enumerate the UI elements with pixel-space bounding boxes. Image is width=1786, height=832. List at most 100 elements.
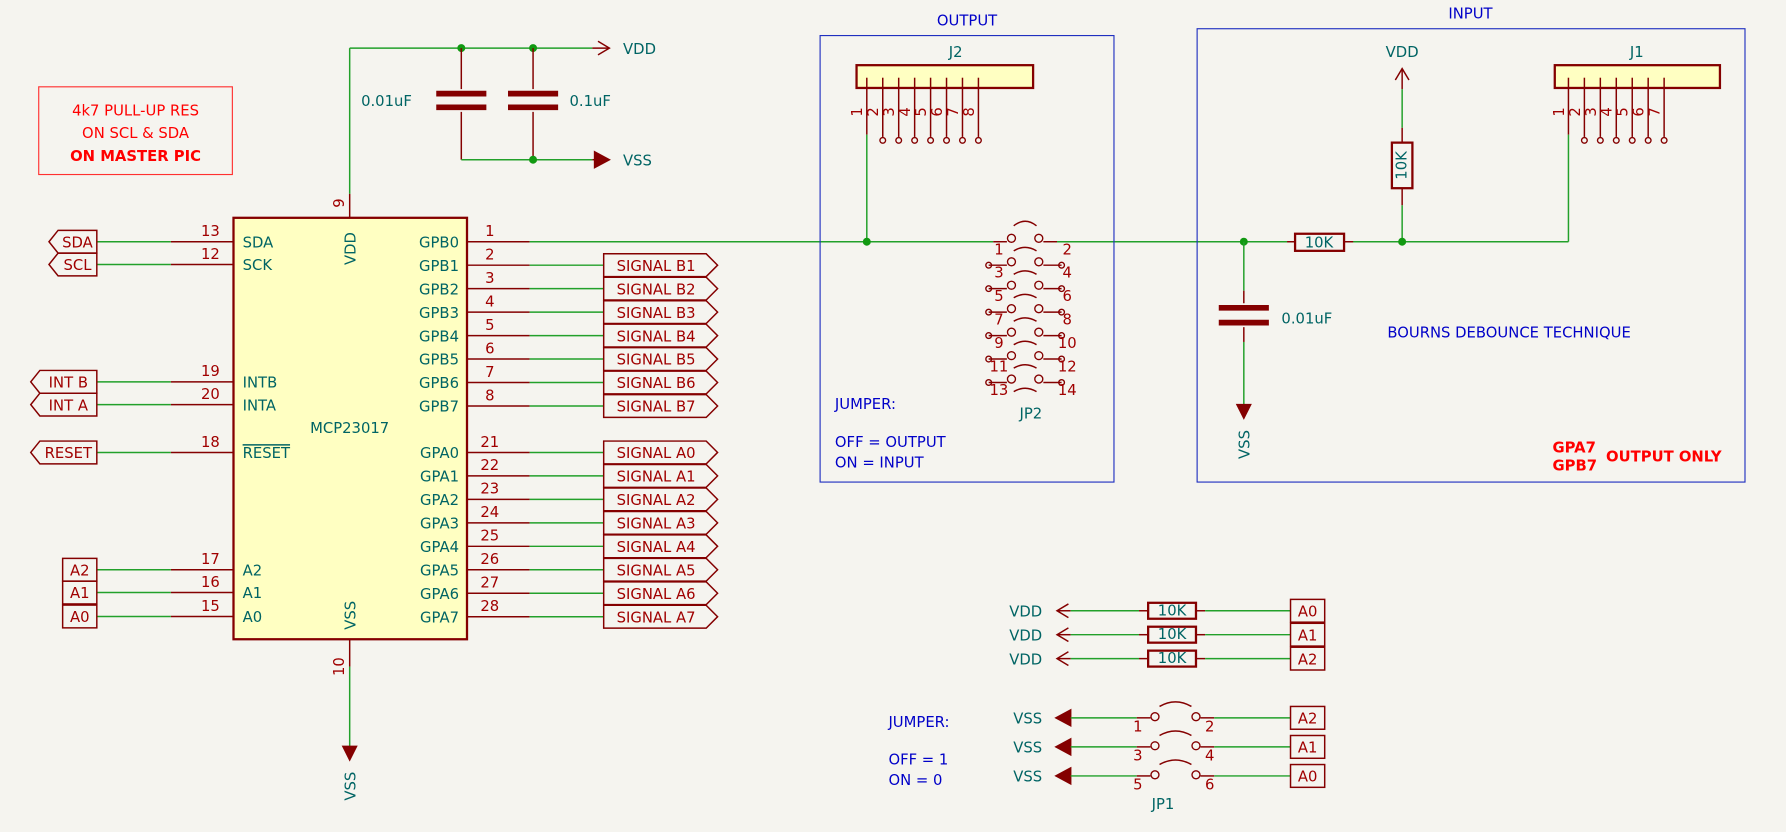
- pin-name: INTA: [243, 397, 276, 414]
- pin-circle: [1150, 741, 1160, 751]
- jumper-pin-number: 14: [1058, 382, 1077, 399]
- jumper-pin-number: 5: [994, 288, 1003, 305]
- signal-label: [602, 534, 719, 559]
- pin-circle: [985, 308, 993, 316]
- connector-pin-number: 6: [929, 107, 946, 116]
- jumper-bridge: [1013, 317, 1037, 322]
- jumper-bridge: [1159, 730, 1192, 737]
- power-label-vss: VSS: [623, 152, 652, 169]
- pin-circle: [1006, 304, 1017, 314]
- jumper-note: ON = 0: [888, 772, 942, 789]
- hierarchical-label-text: A0: [1298, 603, 1318, 620]
- signal-label-text: SIGNAL A5: [617, 562, 696, 579]
- pin-number: 4: [485, 293, 494, 310]
- hierarchical-label: [1289, 646, 1326, 671]
- pin-number: 27: [480, 575, 499, 592]
- junction-dot: [1398, 237, 1407, 246]
- pin-number: 18: [201, 434, 220, 451]
- signal-label-text: SIGNAL A4: [617, 539, 696, 556]
- pin-number: 25: [480, 528, 499, 545]
- pin-number: 6: [485, 340, 494, 357]
- connector-pin-number: 5: [1615, 107, 1632, 116]
- signal-label: [602, 487, 719, 512]
- signal-label: [602, 393, 719, 419]
- pin-circle: [1034, 374, 1044, 384]
- pin-number: 20: [201, 386, 220, 403]
- pin-circle: [1660, 136, 1668, 144]
- jumper-pin-number: 2: [1063, 241, 1072, 258]
- pin-name: A2: [243, 562, 263, 579]
- global-label-text: INT A: [49, 397, 88, 414]
- pin-name: GPB2: [419, 281, 459, 298]
- signal-label: [602, 346, 719, 372]
- section-title: INPUT: [1448, 5, 1493, 22]
- pin-circle: [1058, 261, 1066, 269]
- pin-number: 26: [480, 551, 499, 568]
- jumper-note: JUMPER:: [887, 714, 949, 731]
- pin-circle: [1006, 233, 1017, 243]
- connector-pin-number: 2: [1567, 107, 1584, 116]
- hierarchical-label-text: A1: [70, 585, 90, 602]
- pin-name: SCK: [243, 257, 274, 274]
- pin-number: 19: [201, 363, 220, 380]
- pin-name: GPA3: [420, 516, 459, 533]
- jumper-pin-number: 12: [1058, 359, 1077, 376]
- capacitor-value: 0.1uF: [570, 93, 611, 110]
- hierarchical-label: [1289, 622, 1326, 647]
- pin-name: GPB3: [419, 305, 459, 322]
- pin-circle: [1058, 332, 1066, 340]
- hierarchical-label: [1289, 763, 1326, 789]
- pin-circle: [879, 136, 887, 144]
- pin-circle: [1191, 741, 1201, 751]
- pin-name: GPA1: [420, 469, 459, 486]
- warning-pin: GPB7: [1552, 458, 1597, 475]
- pin-name: GPB7: [419, 399, 459, 416]
- signal-label-text: SIGNAL A1: [617, 469, 696, 486]
- connector-pin-number: 3: [881, 107, 898, 116]
- resistor-value: 10K: [1158, 650, 1188, 667]
- pin-circle: [1058, 308, 1066, 316]
- global-label: [48, 229, 98, 254]
- power-label-vdd: VDD: [623, 41, 656, 58]
- pin-number: 21: [480, 434, 499, 451]
- pin-number: 8: [485, 387, 494, 404]
- pin-circle: [1150, 770, 1160, 780]
- jumper-bridge: [1013, 340, 1037, 346]
- global-label: [29, 369, 98, 394]
- jumper-pin-number: 6: [1205, 777, 1214, 794]
- pin-name: A1: [243, 585, 263, 602]
- note-line: ON SCL & SDA: [82, 125, 189, 142]
- junction-dot: [862, 237, 871, 246]
- hierarchical-label-text: A2: [1298, 651, 1318, 668]
- connector-pin-number: 5: [913, 107, 930, 116]
- pin-circle: [985, 378, 993, 387]
- pin-name: GPB6: [419, 375, 459, 392]
- pin-circle: [1034, 350, 1044, 361]
- resistor-value: 10K: [1305, 234, 1335, 251]
- jumper-pin-number: 4: [1205, 748, 1214, 765]
- pin-number: 12: [201, 246, 220, 263]
- ground-arrow-icon: [593, 150, 611, 169]
- jumper-pin-number: 13: [990, 382, 1009, 399]
- pin-number: 15: [201, 598, 220, 615]
- jumper-bridge: [1159, 701, 1192, 708]
- resistor-value: 10K: [1158, 626, 1188, 643]
- pin-circle: [1580, 136, 1588, 144]
- jumper-bridge: [1013, 364, 1037, 369]
- pin-number: 3: [485, 270, 494, 287]
- global-label-text: RESET: [45, 445, 93, 462]
- pin-number: 9: [331, 198, 348, 207]
- power-label-vss: VSS: [1237, 430, 1254, 459]
- signal-label: [602, 604, 719, 629]
- note-line: 4k7 PULL-UP RES: [72, 102, 199, 119]
- power-label-vdd: VDD: [1009, 651, 1042, 668]
- hierarchical-label-text: A0: [70, 609, 90, 626]
- hierarchical-label: [61, 604, 98, 629]
- pin-circle: [985, 285, 993, 293]
- pin-name: GPB4: [419, 328, 459, 345]
- jumper-bridge: [1013, 220, 1037, 227]
- connector-reference: J1: [1629, 44, 1644, 61]
- pin-name: GPA5: [420, 562, 459, 579]
- connector-pin-number: 8: [961, 107, 978, 116]
